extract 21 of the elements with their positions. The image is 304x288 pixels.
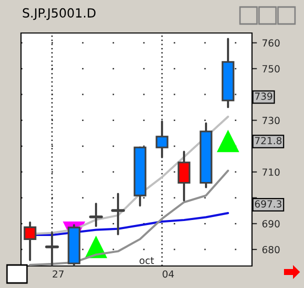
- y-tick-label: 710: [262, 168, 280, 176]
- candlestick: [156, 120, 168, 158]
- candlestick: [178, 150, 190, 202]
- annotation: oct: [140, 257, 154, 264]
- annotation: 697.3: [254, 200, 282, 208]
- y-tick-label: 730: [262, 116, 280, 124]
- y-tick-label: 690: [262, 220, 280, 228]
- x-tick-label: 27: [52, 270, 64, 278]
- annotation: 721.8: [255, 136, 282, 144]
- candlestick: [111, 192, 125, 236]
- y-tick-label: 680: [262, 246, 280, 254]
- annotation: 739: [255, 92, 272, 100]
- candlestick: [24, 222, 36, 262]
- candlestick: [45, 232, 59, 266]
- candlestick: [89, 202, 103, 228]
- point: [216, 130, 240, 152]
- line-series: [28, 170, 230, 266]
- chart-title: S.JP.J5001.D: [22, 8, 96, 20]
- y-tick-label: 750: [262, 65, 280, 72]
- y-tick-label: 760: [262, 39, 280, 47]
- x-tick-label: 04: [162, 270, 174, 278]
